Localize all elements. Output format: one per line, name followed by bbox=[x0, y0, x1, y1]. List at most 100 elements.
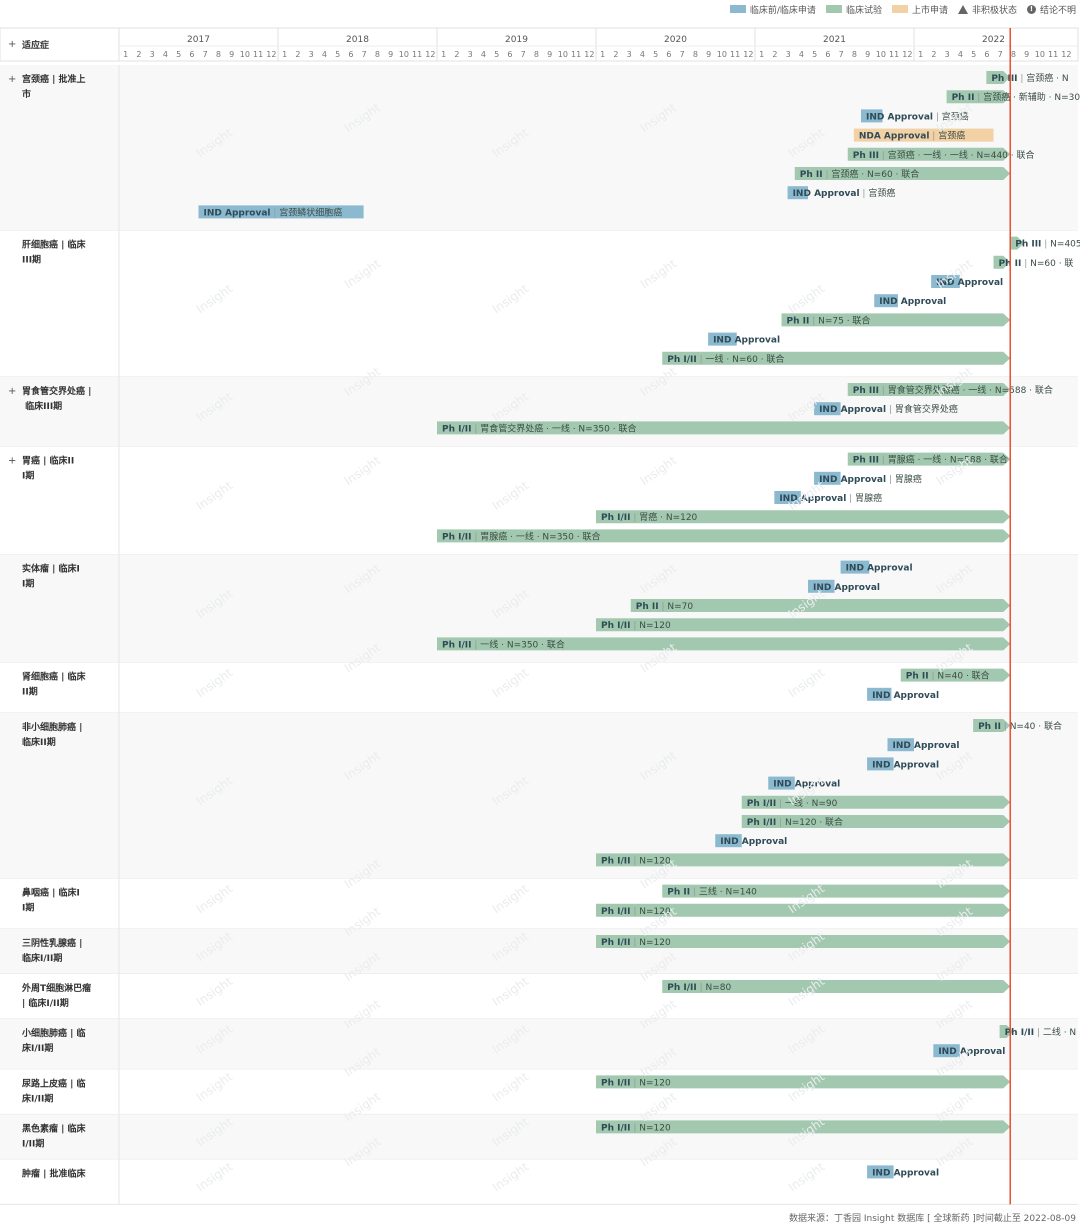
month-label: 9 bbox=[865, 50, 870, 59]
bar-phase: Ph II bbox=[978, 722, 1001, 732]
bar-phase: Ph II bbox=[906, 672, 929, 682]
bar-separator: | bbox=[471, 640, 480, 650]
bar-phase: IND Approval bbox=[893, 741, 960, 751]
pipeline-bar: Ph I/II | N=120 bbox=[596, 903, 1011, 917]
month-label: 4 bbox=[799, 50, 804, 59]
pipeline-bar: Ph I/II | 一线 · N=90 bbox=[741, 795, 1011, 809]
month-label: 7 bbox=[362, 50, 367, 59]
bar-label: IND Approval | 胃腺癌 bbox=[819, 473, 922, 485]
pipeline-bar: IND Approval bbox=[840, 560, 913, 574]
indication-label: 宫颈癌 | 批准上市 bbox=[22, 73, 86, 100]
month-label: 9 bbox=[547, 50, 552, 59]
pipeline-bar: Ph II | N=40 · 联合 bbox=[900, 668, 1011, 682]
bar-detail: 宫颈癌 bbox=[942, 110, 969, 122]
bar-phase: IND Approval bbox=[938, 1047, 1005, 1057]
month-label: 3 bbox=[150, 50, 155, 59]
bar-phase: IND Approval bbox=[846, 564, 913, 574]
indication-label: 肝细胞癌 | 临床 III期 bbox=[22, 239, 87, 266]
bar-shape bbox=[437, 529, 1011, 543]
bar-detail: N=120 bbox=[639, 621, 671, 631]
bar-label: IND Approval | 宫颈癌 bbox=[793, 187, 896, 199]
bar-phase: IND Approval bbox=[879, 297, 946, 307]
bar-label: Ph III | 胃食管交界处腺癌 · 一线 · N=588 · 联合 bbox=[853, 384, 1053, 396]
bar-label: IND Approval | 宫颈癌 bbox=[866, 110, 969, 122]
bar-label: IND Approval bbox=[713, 336, 780, 346]
pipeline-bar: Ph I/II | 胃癌 · N=120 bbox=[596, 510, 1011, 524]
bar-shape bbox=[946, 90, 1011, 104]
month-label: 6 bbox=[666, 50, 671, 59]
bar-detail: N=40 · 联合 bbox=[937, 670, 989, 682]
month-label: 9 bbox=[706, 50, 711, 59]
pipeline-bar: IND Approval bbox=[874, 294, 946, 308]
bar-shape bbox=[808, 579, 835, 593]
bar-detail: 宫颈癌 · 一线 · 一线 · N=440 · 联合 bbox=[888, 149, 1035, 161]
pipeline-bar: Ph II | N=75 · 联合 bbox=[781, 313, 1011, 327]
bar-label: IND Approval bbox=[720, 837, 787, 847]
month-label: 4 bbox=[958, 50, 963, 59]
pipeline-bar: IND Approval | 宫颈癌 bbox=[861, 109, 969, 123]
bar-shape bbox=[741, 815, 1011, 828]
legend-item: 非积极状态 bbox=[957, 3, 1017, 16]
bar-detail: N=120 bbox=[639, 856, 671, 866]
bar-label: Ph I/II | 一线 · N=90 bbox=[747, 797, 838, 809]
year-label: 2021 bbox=[823, 35, 846, 45]
bar-separator: | bbox=[630, 938, 639, 948]
bar-shape bbox=[437, 637, 1011, 651]
pipeline-bar: Ph III | 胃腺癌 · 一线 · N=588 · 联合 bbox=[847, 452, 1011, 466]
bar-label: Ph III | 宫颈癌 · 一线 · 一线 · N=440 · 联合 bbox=[853, 149, 1035, 161]
bar-label: IND Approval bbox=[773, 780, 840, 790]
month-label: 3 bbox=[468, 50, 473, 59]
month-label: 6 bbox=[825, 50, 830, 59]
indication-label: 小细胞肺癌 | 临床I/II期 bbox=[21, 1027, 86, 1054]
bar-shape bbox=[847, 452, 1011, 466]
month-label: 11 bbox=[412, 50, 422, 59]
month-label: 7 bbox=[203, 50, 208, 59]
bar-detail: N=120 bbox=[639, 1078, 671, 1088]
expand-icon: + bbox=[8, 456, 16, 467]
bar-separator: | bbox=[659, 602, 668, 612]
pipeline-bar: IND Approval bbox=[867, 757, 939, 771]
bar-phase: Ph I/II bbox=[747, 818, 776, 828]
header-label: 适应症 bbox=[22, 39, 49, 51]
pipeline-bar: IND Approval bbox=[867, 1165, 939, 1179]
indication-label: 肿瘤 | 批准临床 bbox=[22, 1167, 87, 1179]
bar-phase: Ph II bbox=[667, 888, 690, 898]
bar-shape bbox=[768, 776, 795, 790]
bar-phase: IND Approval bbox=[872, 691, 939, 701]
bar-separator: | bbox=[630, 513, 639, 523]
bar-detail: 二线 · N bbox=[1043, 1026, 1076, 1038]
bar-label: Ph I/II | N=120 bbox=[601, 938, 671, 948]
month-label: 10 bbox=[1035, 50, 1045, 59]
bar-phase: IND Approval bbox=[872, 1168, 939, 1178]
expand-icon: + bbox=[8, 386, 16, 397]
bar-label: Ph I/II | 一线 · N=350 · 联合 bbox=[442, 638, 565, 650]
bar-shape bbox=[774, 491, 801, 504]
month-label: 9 bbox=[388, 50, 393, 59]
pipeline-bar: Ph I/II | N=80 bbox=[662, 980, 1011, 993]
bar-label: IND Approval bbox=[846, 564, 913, 574]
indication-group: + 宫颈癌 | 批准上市 Ph III | 宫颈癌 · N Ph II | 宫颈癌 ·… bbox=[0, 65, 1080, 232]
bar-phase: IND Approval bbox=[713, 336, 780, 346]
pipeline-bar: IND Approval | 胃腺癌 bbox=[774, 491, 882, 504]
bar-label: IND Approval bbox=[872, 760, 939, 770]
month-label: 9 bbox=[229, 50, 234, 59]
bar-shape bbox=[867, 687, 892, 701]
month-label: 12 bbox=[584, 50, 594, 59]
bar-shape bbox=[814, 402, 841, 416]
pipeline-bar: Ph I/II | N=120 bbox=[596, 1075, 1011, 1089]
bar-label: Ph III | N=405 bbox=[1015, 240, 1080, 250]
bar-label: Ph I/II | 二线 · N bbox=[1005, 1026, 1077, 1038]
bar-label: IND Approval | 宫颈鳞状细胞癌 bbox=[204, 206, 343, 218]
month-label: 1 bbox=[600, 50, 605, 59]
month-label: 6 bbox=[189, 50, 194, 59]
data-source-footer: 数据来源：丁香园 Insight 数据库 [ 全球新药 ]时间截止至 2022-… bbox=[789, 1214, 1076, 1224]
pipeline-bar: Ph I/II | N=120 bbox=[596, 935, 1011, 948]
bar-separator: | bbox=[929, 672, 938, 682]
month-label: 1 bbox=[282, 50, 287, 59]
month-label: 4 bbox=[163, 50, 168, 59]
bar-phase: Ph I/II bbox=[601, 621, 630, 631]
month-label: 2 bbox=[772, 50, 777, 59]
pipeline-bar: IND Approval | 宫颈鳞状细胞癌 bbox=[198, 205, 364, 219]
bar-shape bbox=[741, 795, 1011, 809]
